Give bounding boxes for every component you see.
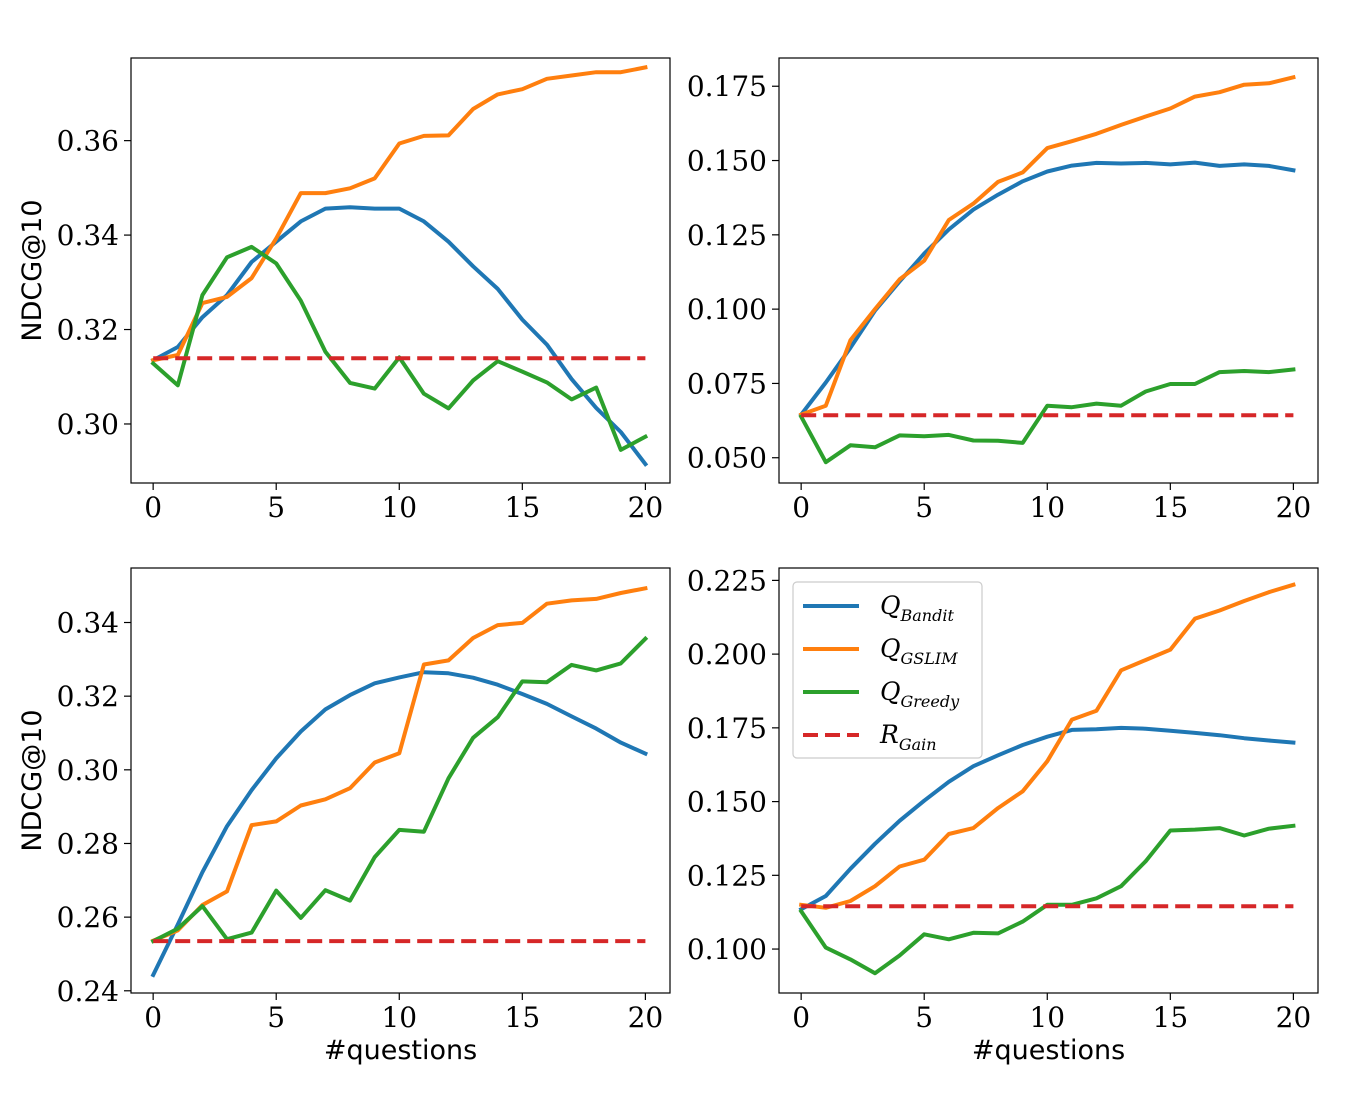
- x-tick-label: 5: [267, 1001, 285, 1034]
- series-line-q-bandit: [798, 725, 1296, 912]
- y-tick-label: 0.30: [57, 754, 119, 787]
- legend-base: Q: [880, 591, 901, 620]
- series-line-q-greedy: [798, 367, 1296, 465]
- y-tick-label: 0.24: [57, 975, 119, 1008]
- series-line-q-bandit: [798, 160, 1296, 418]
- legend-entry: QGreedy: [880, 677, 960, 711]
- x-tick-label: 15: [1153, 1001, 1189, 1034]
- series-group: [150, 65, 649, 467]
- x-tick-label: 20: [628, 491, 664, 524]
- x-tick-label: 10: [381, 491, 417, 524]
- panel-bottom-left: 0 5 10 15 20 0.24 0.26 0.28 0.30 0.32 0.34 #questio…: [17, 567, 671, 1066]
- y-tick-label: 0.150: [687, 145, 767, 178]
- y-tick-label: 0.34: [57, 219, 119, 252]
- x-tick-label: 5: [915, 1001, 933, 1034]
- x-tick-label: 20: [628, 1001, 664, 1034]
- y-tick-label: 0.36: [57, 125, 119, 158]
- legend-base: R: [879, 720, 899, 749]
- x-tick-label: 15: [505, 491, 541, 524]
- series-line-q-greedy: [150, 244, 649, 452]
- y-tick-label: 0.125: [687, 859, 767, 892]
- x-tick-label: 15: [505, 1001, 541, 1034]
- y-tick-label: 0.050: [687, 442, 767, 475]
- legend-sub: Bandit: [900, 606, 955, 625]
- x-tick-label: 10: [1029, 1001, 1065, 1034]
- legend-base: Q: [880, 634, 901, 663]
- y-tick-label: 0.26: [57, 901, 119, 934]
- panel-bottom-right: 0 5 10 15 20 0.100 0.125 0.150 0.175 0.200 0.225 #q…: [687, 564, 1319, 1066]
- y-tick-label: 0.175: [687, 712, 767, 745]
- series-line-q-gslim: [150, 65, 648, 363]
- y-tick-label: 0.200: [687, 638, 767, 671]
- legend-entry: QBandit: [880, 591, 954, 625]
- series-line-q-bandit: [150, 205, 649, 467]
- legend-sub: GSLIM: [901, 649, 959, 668]
- legend-sub: Greedy: [901, 692, 961, 711]
- series-group: [798, 582, 1296, 976]
- series-group: [798, 74, 1296, 465]
- plot-frame: [778, 567, 1319, 994]
- x-tick-label: 20: [1276, 491, 1312, 524]
- x-tick-label: 0: [144, 491, 162, 524]
- series-line-q-gslim: [150, 585, 648, 944]
- y-tick-label: 0.30: [57, 408, 119, 441]
- x-tick-label: 0: [144, 1001, 162, 1034]
- y-tick-label: 0.28: [57, 827, 119, 860]
- x-tick-label: 0: [792, 491, 810, 524]
- series-line-q-greedy: [150, 635, 649, 944]
- x-axis-label: #questions: [324, 1035, 477, 1066]
- y-tick-label: 0.100: [687, 933, 767, 966]
- panel-top-right: 0 5 10 15 20 0.050 0.075 0.100 0.125 0.150 0.175: [687, 57, 1319, 524]
- series-group: [150, 585, 649, 978]
- y-tick-label: 0.225: [687, 564, 767, 597]
- series-line-q-gslim: [798, 582, 1296, 910]
- y-tick-label: 0.175: [687, 70, 767, 103]
- series-line-q-greedy: [798, 823, 1296, 976]
- legend-entry: QGSLIM: [880, 634, 958, 668]
- x-tick-label: 5: [267, 491, 285, 524]
- plot-frame: [778, 57, 1319, 484]
- panel-top-left: 0 5 10 15 20 0.30 0.32 0.34 0.36 NDCG@10: [17, 57, 671, 524]
- y-tick-label: 0.150: [687, 786, 767, 819]
- legend-base: Q: [880, 677, 901, 706]
- y-tick-label: 0.100: [687, 293, 767, 326]
- x-axis-label: #questions: [972, 1035, 1125, 1066]
- plot-frame: [130, 567, 671, 994]
- y-tick-label: 0.32: [57, 680, 119, 713]
- x-tick-label: 0: [792, 1001, 810, 1034]
- legend-entry: RGain: [879, 720, 937, 754]
- x-tick-label: 20: [1276, 1001, 1312, 1034]
- plot-frame: [130, 57, 671, 484]
- y-tick-label: 0.125: [687, 219, 767, 252]
- x-tick-label: 5: [915, 491, 933, 524]
- y-tick-label: 0.34: [57, 607, 119, 640]
- series-line-q-gslim: [798, 74, 1296, 418]
- y-axis-label: NDCG@10: [17, 199, 48, 341]
- y-tick-label: 0.075: [687, 367, 767, 400]
- y-tick-label: 0.32: [57, 314, 119, 347]
- series-line-q-bandit: [150, 670, 649, 978]
- x-tick-label: 10: [381, 1001, 417, 1034]
- x-tick-label: 15: [1153, 491, 1189, 524]
- legend-sub: Gain: [899, 735, 937, 754]
- x-tick-label: 10: [1029, 491, 1065, 524]
- legend-box: [792, 581, 983, 759]
- y-axis-label: NDCG@10: [17, 709, 48, 851]
